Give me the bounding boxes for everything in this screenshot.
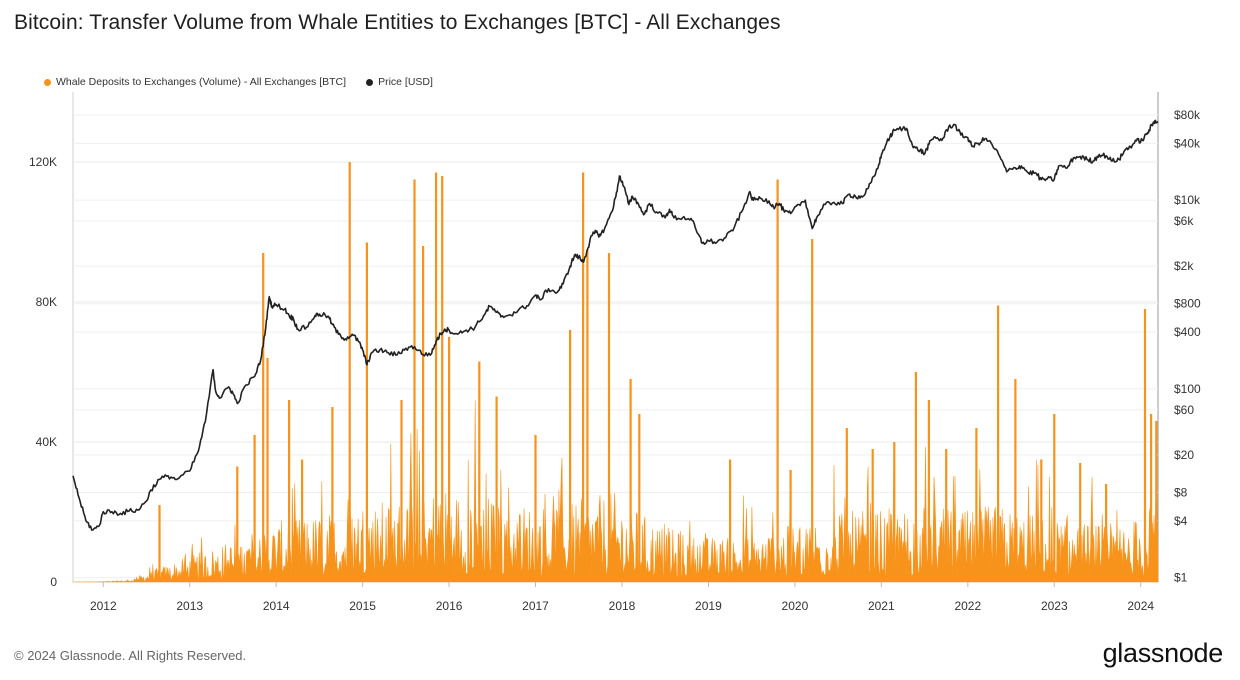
x-tick-label-10: 2022 bbox=[954, 599, 981, 613]
whale-deposit-spike-3 bbox=[262, 253, 265, 582]
whale-deposit-spike-39 bbox=[1053, 414, 1056, 582]
y-right-tick-label-9: $6k bbox=[1174, 214, 1194, 228]
y-right-tick-label-3: $20 bbox=[1174, 448, 1194, 462]
whale-deposit-spike-2 bbox=[253, 435, 256, 582]
x-tick-label-12: 2024 bbox=[1127, 599, 1154, 613]
y-right-tick-label-5: $100 bbox=[1174, 382, 1201, 396]
whale-deposit-spike-43 bbox=[1150, 414, 1153, 582]
whale-deposit-spike-37 bbox=[1014, 379, 1017, 582]
whale-deposit-spike-20 bbox=[582, 172, 585, 582]
legend-item-price[interactable]: Price [USD] bbox=[366, 76, 433, 88]
whale-deposit-spike-9 bbox=[365, 242, 368, 582]
legend-item-whale-deposits[interactable]: Whale Deposits to Exchanges (Volume) - A… bbox=[44, 76, 346, 88]
whale-deposit-spike-23 bbox=[629, 379, 632, 582]
x-tick-label-11: 2023 bbox=[1041, 599, 1068, 613]
y-left-tick-label-0: 0 bbox=[50, 575, 57, 589]
whale-deposit-spike-17 bbox=[495, 396, 498, 582]
whale-deposit-spike-27 bbox=[789, 470, 792, 582]
whale-deposit-spike-13 bbox=[435, 172, 438, 582]
x-tick-label-2: 2014 bbox=[263, 599, 290, 613]
y-right-tick-label-4: $60 bbox=[1174, 403, 1194, 417]
whale-deposit-spike-41 bbox=[1105, 484, 1108, 582]
y-right-tick-label-2: $8 bbox=[1174, 485, 1188, 499]
y-right-tick-label-0: $1 bbox=[1174, 571, 1188, 585]
legend-dot-black bbox=[366, 78, 374, 86]
whale-deposit-spike-44 bbox=[1155, 421, 1158, 582]
whale-deposit-spike-35 bbox=[975, 428, 978, 582]
price-line bbox=[72, 119, 1159, 531]
x-tick-label-8: 2020 bbox=[782, 599, 809, 613]
whale-deposit-spike-40 bbox=[1079, 463, 1082, 582]
whale-deposit-spike-25 bbox=[729, 459, 732, 582]
x-tick-label-7: 2019 bbox=[695, 599, 722, 613]
whale-deposit-spike-0 bbox=[158, 505, 161, 582]
whale-deposit-spike-8 bbox=[348, 162, 351, 582]
x-tick-label-9: 2021 bbox=[868, 599, 895, 613]
y-right-tick-label-11: $40k bbox=[1174, 136, 1201, 150]
whale-deposit-spike-10 bbox=[400, 400, 403, 582]
x-tick-label-5: 2017 bbox=[522, 599, 549, 613]
whale-deposit-spike-14 bbox=[441, 176, 444, 582]
whale-deposit-spike-24 bbox=[638, 414, 641, 582]
whale-deposit-spike-28 bbox=[811, 239, 814, 582]
whale-deposit-spike-31 bbox=[893, 442, 896, 582]
whale-deposit-spike-22 bbox=[607, 253, 611, 582]
y-left-tick-label-3: 120K bbox=[29, 155, 57, 169]
x-tick-label-4: 2016 bbox=[436, 599, 463, 613]
glassnode-logo: glassnode bbox=[1102, 638, 1224, 668]
whale-deposit-spike-18 bbox=[534, 435, 537, 582]
whale-deposit-spike-36 bbox=[997, 305, 1000, 582]
y-right-tick-label-1: $4 bbox=[1174, 514, 1188, 528]
whale-deposit-spike-15 bbox=[448, 337, 451, 582]
legend-label-whale-deposits: Whale Deposits to Exchanges (Volume) - A… bbox=[56, 76, 347, 88]
whale-deposit-spike-32 bbox=[914, 372, 917, 582]
whale-deposit-spike-29 bbox=[845, 428, 848, 582]
legend: Whale Deposits to Exchanges (Volume) - A… bbox=[44, 76, 433, 88]
x-tick-label-3: 2015 bbox=[349, 599, 376, 613]
whale-deposit-spike-38 bbox=[1040, 459, 1043, 582]
legend-label-price: Price [USD] bbox=[378, 76, 433, 88]
y-right-tick-label-12: $80k bbox=[1174, 108, 1201, 122]
whale-deposit-spike-4 bbox=[266, 358, 269, 582]
x-tick-label-6: 2018 bbox=[609, 599, 636, 613]
whale-deposit-spike-26 bbox=[776, 179, 779, 582]
y-right-tick-label-10: $10k bbox=[1174, 193, 1201, 207]
y-right-tick-label-8: $2k bbox=[1174, 259, 1194, 273]
whale-deposits-area bbox=[72, 400, 1159, 583]
whale-deposit-spike-12 bbox=[422, 246, 425, 582]
copyright-text: © 2024 Glassnode. All Rights Reserved. bbox=[14, 648, 247, 663]
whale-deposit-spike-11 bbox=[413, 179, 416, 582]
whale-deposit-spike-21 bbox=[586, 249, 589, 582]
whale-deposit-spike-33 bbox=[927, 400, 930, 582]
whale-deposit-spike-5 bbox=[288, 400, 291, 582]
whale-deposit-spike-34 bbox=[945, 449, 948, 582]
y-right-tick-label-7: $800 bbox=[1174, 297, 1201, 311]
whale-deposit-spike-19 bbox=[569, 330, 572, 582]
whale-deposit-spike-30 bbox=[871, 449, 874, 582]
whale-deposit-spike-16 bbox=[478, 361, 481, 582]
x-tick-label-1: 2013 bbox=[176, 599, 203, 613]
whale-deposit-spike-7 bbox=[331, 407, 334, 582]
chart-title: Bitcoin: Transfer Volume from Whale Enti… bbox=[14, 11, 781, 34]
whale-deposit-spike-6 bbox=[301, 459, 304, 582]
whale-deposit-spike-1 bbox=[236, 466, 239, 582]
whale-deposit-spike-42 bbox=[1143, 309, 1147, 582]
y-left-tick-label-2: 80K bbox=[36, 295, 57, 309]
x-tick-label-0: 2012 bbox=[90, 599, 117, 613]
y-right-tick-label-6: $400 bbox=[1174, 325, 1201, 339]
y-left-tick-label-1: 40K bbox=[36, 435, 57, 449]
legend-dot-orange bbox=[44, 78, 51, 86]
